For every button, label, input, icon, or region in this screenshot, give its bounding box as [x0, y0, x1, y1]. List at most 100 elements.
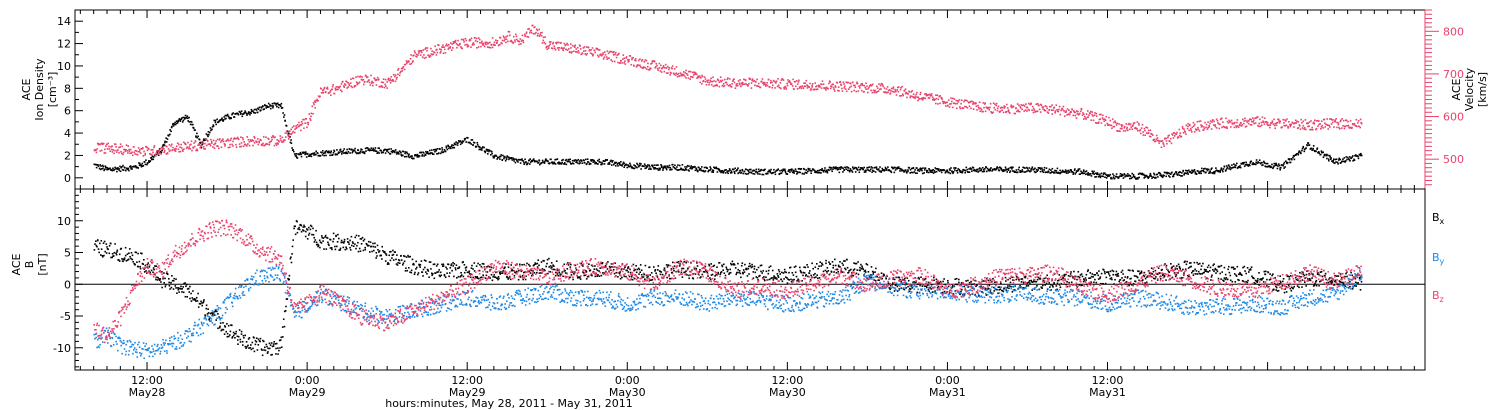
- density-point: [138, 164, 141, 167]
- density-point: [223, 116, 225, 118]
- velocity-point: [475, 37, 478, 40]
- density-point: [470, 139, 473, 141]
- velocity-point: [970, 107, 972, 110]
- velocity-point: [503, 36, 505, 39]
- velocity-point: [388, 79, 391, 82]
- velocity-point: [115, 146, 117, 148]
- density-point: [1135, 177, 1138, 180]
- velocity-point: [541, 42, 544, 44]
- velocity-point: [770, 82, 772, 84]
- bx-point: [131, 254, 134, 257]
- bx-point: [231, 336, 234, 338]
- density-point: [997, 167, 999, 169]
- density-point: [439, 148, 441, 150]
- density-point: [1164, 171, 1166, 174]
- density-point: [467, 141, 470, 144]
- bx-point: [219, 322, 222, 324]
- density-point: [115, 167, 118, 170]
- velocity-point: [461, 47, 463, 50]
- velocity-point: [562, 48, 564, 50]
- density-point: [347, 150, 350, 153]
- velocity-point: [821, 80, 824, 82]
- bx-point: [106, 246, 108, 248]
- density-point: [905, 171, 908, 173]
- velocity-point: [1355, 125, 1358, 128]
- density-point: [576, 160, 578, 162]
- velocity-point: [271, 138, 273, 141]
- density-point: [611, 161, 613, 163]
- velocity-point: [1062, 108, 1064, 111]
- velocity-point: [1102, 118, 1105, 121]
- velocity-point: [991, 112, 993, 114]
- velocity-point: [780, 79, 783, 81]
- velocity-point: [741, 84, 743, 86]
- velocity-point: [224, 145, 226, 147]
- density-point: [976, 168, 979, 171]
- velocity-point: [366, 81, 369, 83]
- bx-point: [249, 347, 252, 349]
- velocity-point: [389, 78, 391, 80]
- velocity-point: [957, 100, 959, 102]
- velocity-point: [1286, 118, 1288, 120]
- velocity-point: [575, 51, 577, 53]
- density-point: [1316, 148, 1318, 150]
- density-point: [992, 168, 995, 171]
- density-point: [673, 166, 676, 169]
- velocity-point: [622, 54, 625, 56]
- velocity-point: [964, 99, 966, 101]
- density-point: [1219, 169, 1222, 172]
- density-point: [1334, 158, 1337, 161]
- velocity-point: [663, 70, 666, 73]
- velocity-point: [893, 91, 895, 93]
- velocity-point: [190, 140, 193, 142]
- bx-point: [139, 265, 141, 268]
- velocity-point: [1284, 124, 1287, 127]
- density-point: [1246, 164, 1249, 166]
- density-point: [388, 148, 390, 150]
- velocity-point: [983, 106, 985, 109]
- velocity-point: [370, 82, 373, 84]
- velocity-point: [724, 78, 726, 81]
- velocity-point: [101, 142, 103, 144]
- bx-point: [251, 341, 254, 344]
- density-point: [461, 142, 463, 144]
- density-point: [254, 112, 256, 114]
- density-point: [1277, 165, 1279, 167]
- velocity-point: [980, 107, 982, 110]
- velocity-point: [1039, 111, 1042, 113]
- density-point: [669, 167, 672, 169]
- density-point: [271, 105, 273, 107]
- velocity-point: [311, 105, 314, 108]
- velocity-point: [442, 52, 445, 55]
- velocity-point: [565, 43, 567, 46]
- velocity-point: [645, 59, 648, 62]
- bx-point: [97, 248, 100, 250]
- density-point: [940, 169, 942, 172]
- velocity-point: [438, 48, 441, 50]
- density-point: [761, 173, 763, 176]
- velocity-point: [1085, 113, 1088, 115]
- density-point: [431, 152, 433, 154]
- density-point: [456, 144, 459, 146]
- density-point: [1153, 172, 1155, 175]
- density-point: [547, 160, 549, 162]
- density-point: [951, 171, 953, 173]
- velocity-point: [599, 53, 602, 55]
- velocity-point: [812, 88, 815, 91]
- velocity-point: [543, 41, 546, 44]
- velocity-point: [992, 111, 994, 114]
- density-point: [635, 166, 637, 168]
- velocity-point: [668, 66, 670, 69]
- velocity-point: [790, 82, 792, 85]
- density-point: [1031, 166, 1034, 168]
- velocity-point: [506, 35, 509, 37]
- velocity-point: [470, 46, 472, 48]
- velocity-point: [616, 54, 618, 56]
- velocity-point: [783, 86, 785, 89]
- bx-point: [243, 337, 245, 339]
- top-ylabel-line: Ion Density: [33, 58, 46, 121]
- velocity-point: [397, 67, 400, 70]
- velocity-point: [1221, 126, 1223, 129]
- velocity-point: [343, 85, 345, 87]
- velocity-point: [1109, 124, 1112, 127]
